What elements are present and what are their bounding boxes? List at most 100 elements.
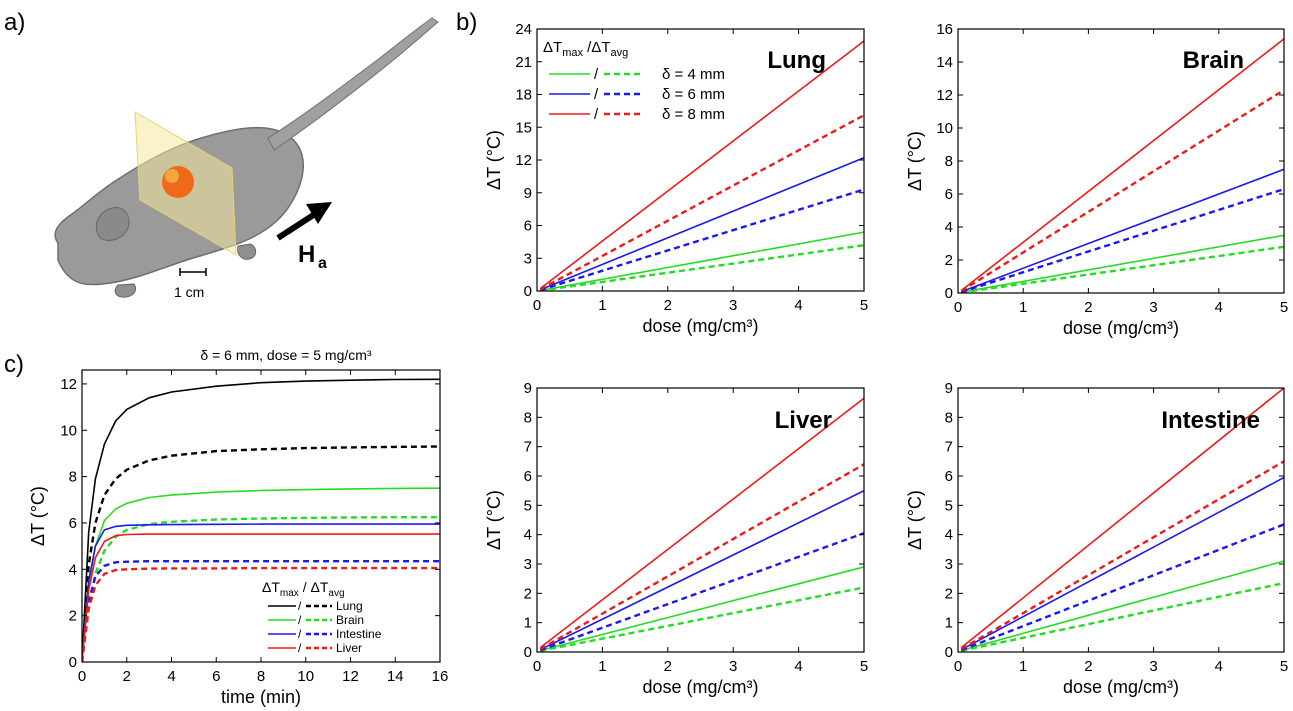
x-axis-label: dose (mg/cm³) <box>642 677 758 697</box>
y-tick-label: 10 <box>936 120 953 137</box>
legend-dose-header-sep: /ΔT <box>583 39 611 56</box>
legend-organs-slash: / <box>298 599 302 613</box>
series-line-intestine-avg <box>82 560 440 662</box>
chart-series-group <box>82 378 440 662</box>
y-tick-label: 21 <box>515 54 532 71</box>
panel-letter-a: a) <box>4 9 25 36</box>
y-tick-label: 8 <box>69 469 77 486</box>
field-label: H <box>298 241 315 268</box>
y-tick-label: 9 <box>524 380 532 397</box>
legend-organs-slash: / <box>298 613 302 627</box>
x-tick-label: 3 <box>1149 299 1157 316</box>
chart-series-group <box>960 388 1284 652</box>
x-tick-label: 5 <box>860 658 868 675</box>
y-tick-label: 8 <box>524 409 532 426</box>
legend-organs-header-avg: avg <box>328 588 344 599</box>
y-tick-label: 4 <box>945 527 953 544</box>
x-tick-label: 5 <box>1280 299 1288 316</box>
series-line-4mm-avg <box>961 245 1284 293</box>
panel-c-title: δ = 6 mm, dose = 5 mg/cm³ <box>200 347 372 363</box>
series-line-4mm-avg <box>540 586 864 652</box>
series-line-4mm-max <box>540 231 864 291</box>
panel-letter: c) <box>4 351 24 378</box>
legend-dose-header-dt: ΔT <box>543 39 562 56</box>
x-tick-label: 1 <box>598 658 606 675</box>
y-tick-label: 4 <box>524 527 532 544</box>
y-tick-label: 0 <box>524 283 532 300</box>
series-line-8mm-max <box>960 388 1284 649</box>
x-tick-label: 14 <box>387 668 404 685</box>
legend-dose-label: δ = 6 mm <box>662 86 725 103</box>
field-subscript: a <box>318 255 327 272</box>
x-tick-label: 3 <box>1149 658 1157 675</box>
x-tick-label: 2 <box>1084 299 1092 316</box>
x-tick-label: 2 <box>123 668 131 685</box>
series-line-8mm-max <box>960 38 1284 292</box>
y-tick-label: 6 <box>69 515 77 532</box>
y-tick-label: 6 <box>945 186 953 203</box>
panel-title: Intestine <box>1161 407 1260 434</box>
series-line-6mm-max <box>539 157 864 291</box>
legend-organs-label: Brain <box>336 613 364 627</box>
legend-organs-label: Liver <box>336 641 362 655</box>
x-tick-label: 4 <box>794 297 802 314</box>
legend-dose-slash: / <box>594 106 599 123</box>
series-line-intestine-max <box>82 523 440 662</box>
y-tick-label: 24 <box>515 21 532 38</box>
legend-dose-header-max: max <box>562 47 583 59</box>
series-line-liver-max <box>82 533 440 662</box>
series-line-4mm-max <box>540 566 864 652</box>
y-tick-label: 3 <box>524 250 532 267</box>
y-tick-label: 9 <box>524 185 532 202</box>
series-line-lung-avg <box>82 445 440 662</box>
x-tick-label: 0 <box>954 299 962 316</box>
y-tick-label: 8 <box>945 153 953 170</box>
legend-dose-header: ΔTmax /ΔTavg <box>543 39 628 59</box>
series-line-4mm-avg <box>540 244 864 291</box>
y-tick-label: 1 <box>524 615 532 632</box>
field-arrow-head <box>306 202 332 224</box>
x-tick-label: 1 <box>598 297 606 314</box>
y-tick-label: 10 <box>60 422 77 439</box>
series-line-6mm-avg <box>960 523 1284 652</box>
series-line-liver-avg <box>82 566 440 662</box>
legend-organs-header: ΔTmax / ΔTavg <box>262 579 345 599</box>
chart-series-group <box>539 397 864 652</box>
legend-dose-label: δ = 4 mm <box>662 66 725 83</box>
series-line-lung-max <box>82 378 440 662</box>
series-line-6mm-avg <box>539 532 864 652</box>
legend-organs-label: Intestine <box>336 627 382 641</box>
x-tick-label: 5 <box>1280 658 1288 675</box>
y-tick-label: 12 <box>60 376 77 393</box>
y-tick-label: 5 <box>524 497 532 514</box>
y-tick-label: 7 <box>945 439 953 456</box>
x-tick-label: 1 <box>1019 658 1027 675</box>
panel-title: Brain <box>1183 47 1244 74</box>
y-tick-label: 1 <box>945 615 953 632</box>
y-tick-label: 2 <box>945 252 953 269</box>
series-line-8mm-avg <box>960 88 1284 293</box>
y-axis-label: ΔT (°C) <box>484 130 504 190</box>
series-line-6mm-avg <box>539 188 864 291</box>
y-tick-label: 3 <box>945 556 953 573</box>
x-tick-label: 0 <box>78 668 86 685</box>
y-tick-label: 2 <box>69 608 77 625</box>
chart-frame <box>81 369 441 663</box>
x-tick-label: 16 <box>432 668 449 685</box>
series-line-6mm-max <box>960 476 1284 651</box>
y-tick-label: 0 <box>69 654 77 671</box>
x-axis-label: dose (mg/cm³) <box>1063 318 1179 338</box>
y-axis-label: ΔT (°C) <box>905 490 925 550</box>
y-tick-label: 4 <box>69 561 77 578</box>
series-line-4mm-avg <box>961 581 1284 652</box>
x-tick-label: 12 <box>342 668 359 685</box>
series-line-6mm-max <box>539 489 864 651</box>
x-tick-label: 0 <box>954 658 962 675</box>
x-tick-label: 8 <box>257 668 265 685</box>
y-tick-label: 2 <box>945 585 953 602</box>
legend-dose-header-avg: avg <box>611 47 629 59</box>
mouse-illustration: a) H a 1 cm <box>4 9 439 300</box>
legend-dose-label: δ = 8 mm <box>662 106 725 123</box>
legend-organs-slash: / <box>298 627 302 641</box>
